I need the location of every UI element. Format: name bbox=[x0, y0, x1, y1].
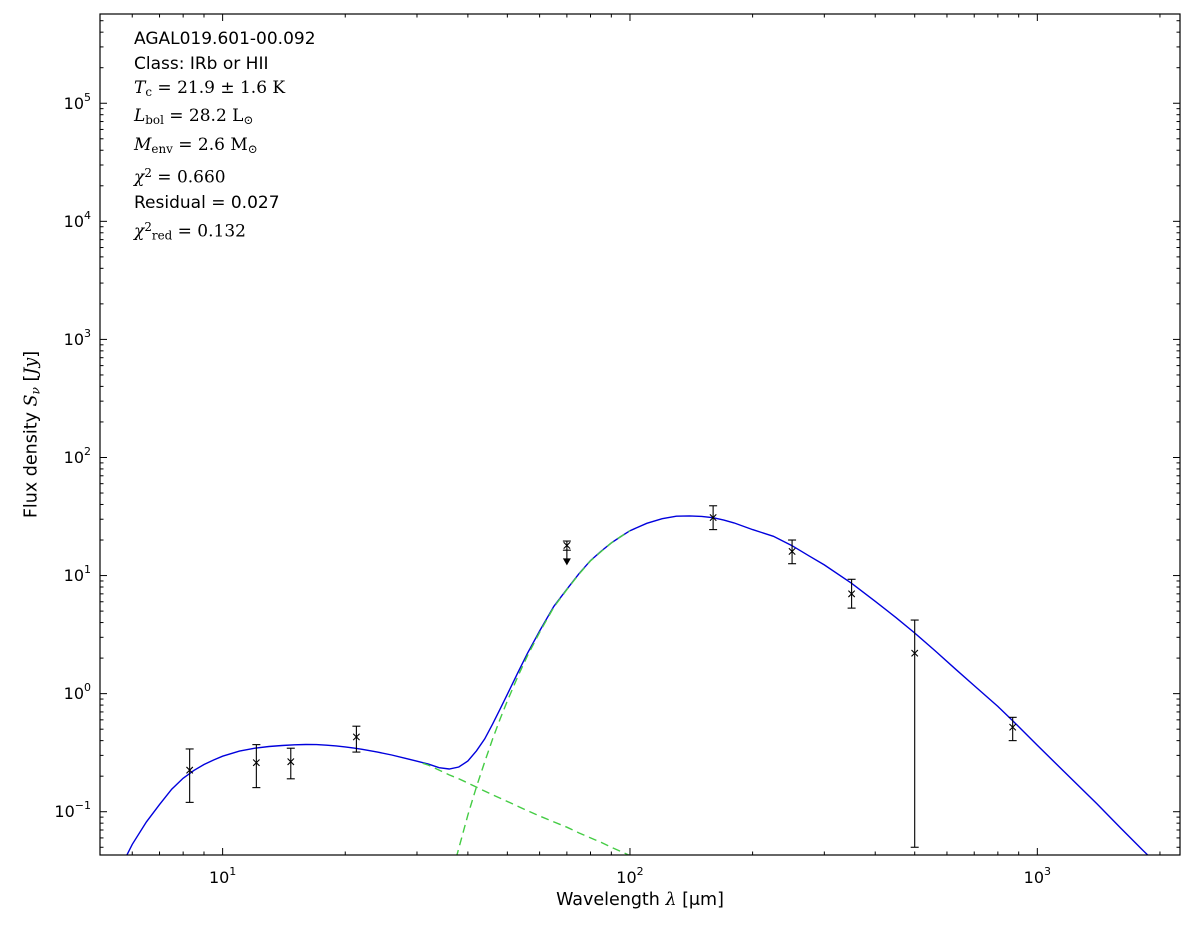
tick-label: 103 bbox=[1024, 865, 1051, 887]
warm-component-curve bbox=[422, 762, 631, 855]
data-point bbox=[847, 578, 856, 609]
tick-label: 102 bbox=[64, 445, 91, 467]
tick-label: 10−1 bbox=[54, 799, 91, 821]
axis-ticks bbox=[100, 14, 1180, 855]
data-point bbox=[910, 619, 919, 848]
annotation-block: AGAL019.601-00.092 Class: IRb or HII Tc = … bbox=[134, 27, 316, 248]
total-fit-curve bbox=[126, 515, 1149, 855]
data-point bbox=[352, 725, 361, 753]
x-axis-label: Wavelength λ [μm] bbox=[556, 890, 724, 910]
data-point bbox=[709, 505, 718, 531]
fit-curves bbox=[126, 515, 1149, 855]
data-point bbox=[788, 539, 797, 565]
annotation-line: χ2 = 0.660 bbox=[134, 166, 226, 189]
annotation-line: χ2red = 0.132 bbox=[134, 220, 246, 243]
annotation-line: Residual = 0.027 bbox=[134, 192, 280, 213]
cold-component-curve bbox=[456, 530, 631, 855]
annotation-line: Lbol = 28.2 L⊙ bbox=[134, 106, 254, 128]
annotation-line: Class: IRb or HII bbox=[134, 53, 269, 74]
tick-label: 101 bbox=[64, 563, 91, 585]
tick-label: 103 bbox=[64, 327, 91, 349]
data-points bbox=[185, 505, 1017, 848]
tick-label: 102 bbox=[616, 865, 643, 887]
tick-label: 105 bbox=[64, 91, 91, 113]
data-point bbox=[1008, 716, 1017, 742]
tick-labels: 101 102 103 10−1 100 101 102 103 104 105 bbox=[54, 91, 1051, 887]
data-point bbox=[286, 747, 295, 780]
y-axis-label: Flux density Sν [Jy] bbox=[21, 350, 43, 519]
data-point bbox=[562, 540, 571, 566]
tick-label: 104 bbox=[64, 209, 91, 231]
data-point bbox=[185, 748, 194, 803]
annotation-line: Tc = 21.9 ± 1.6 K bbox=[134, 78, 286, 99]
annotation-line: Menv = 2.6 M⊙ bbox=[134, 134, 258, 156]
tick-label: 101 bbox=[209, 865, 236, 887]
tick-label: 100 bbox=[64, 681, 91, 703]
plot-frame bbox=[99, 13, 1181, 856]
annotation-line: AGAL019.601-00.092 bbox=[134, 29, 316, 49]
data-point bbox=[252, 744, 261, 789]
